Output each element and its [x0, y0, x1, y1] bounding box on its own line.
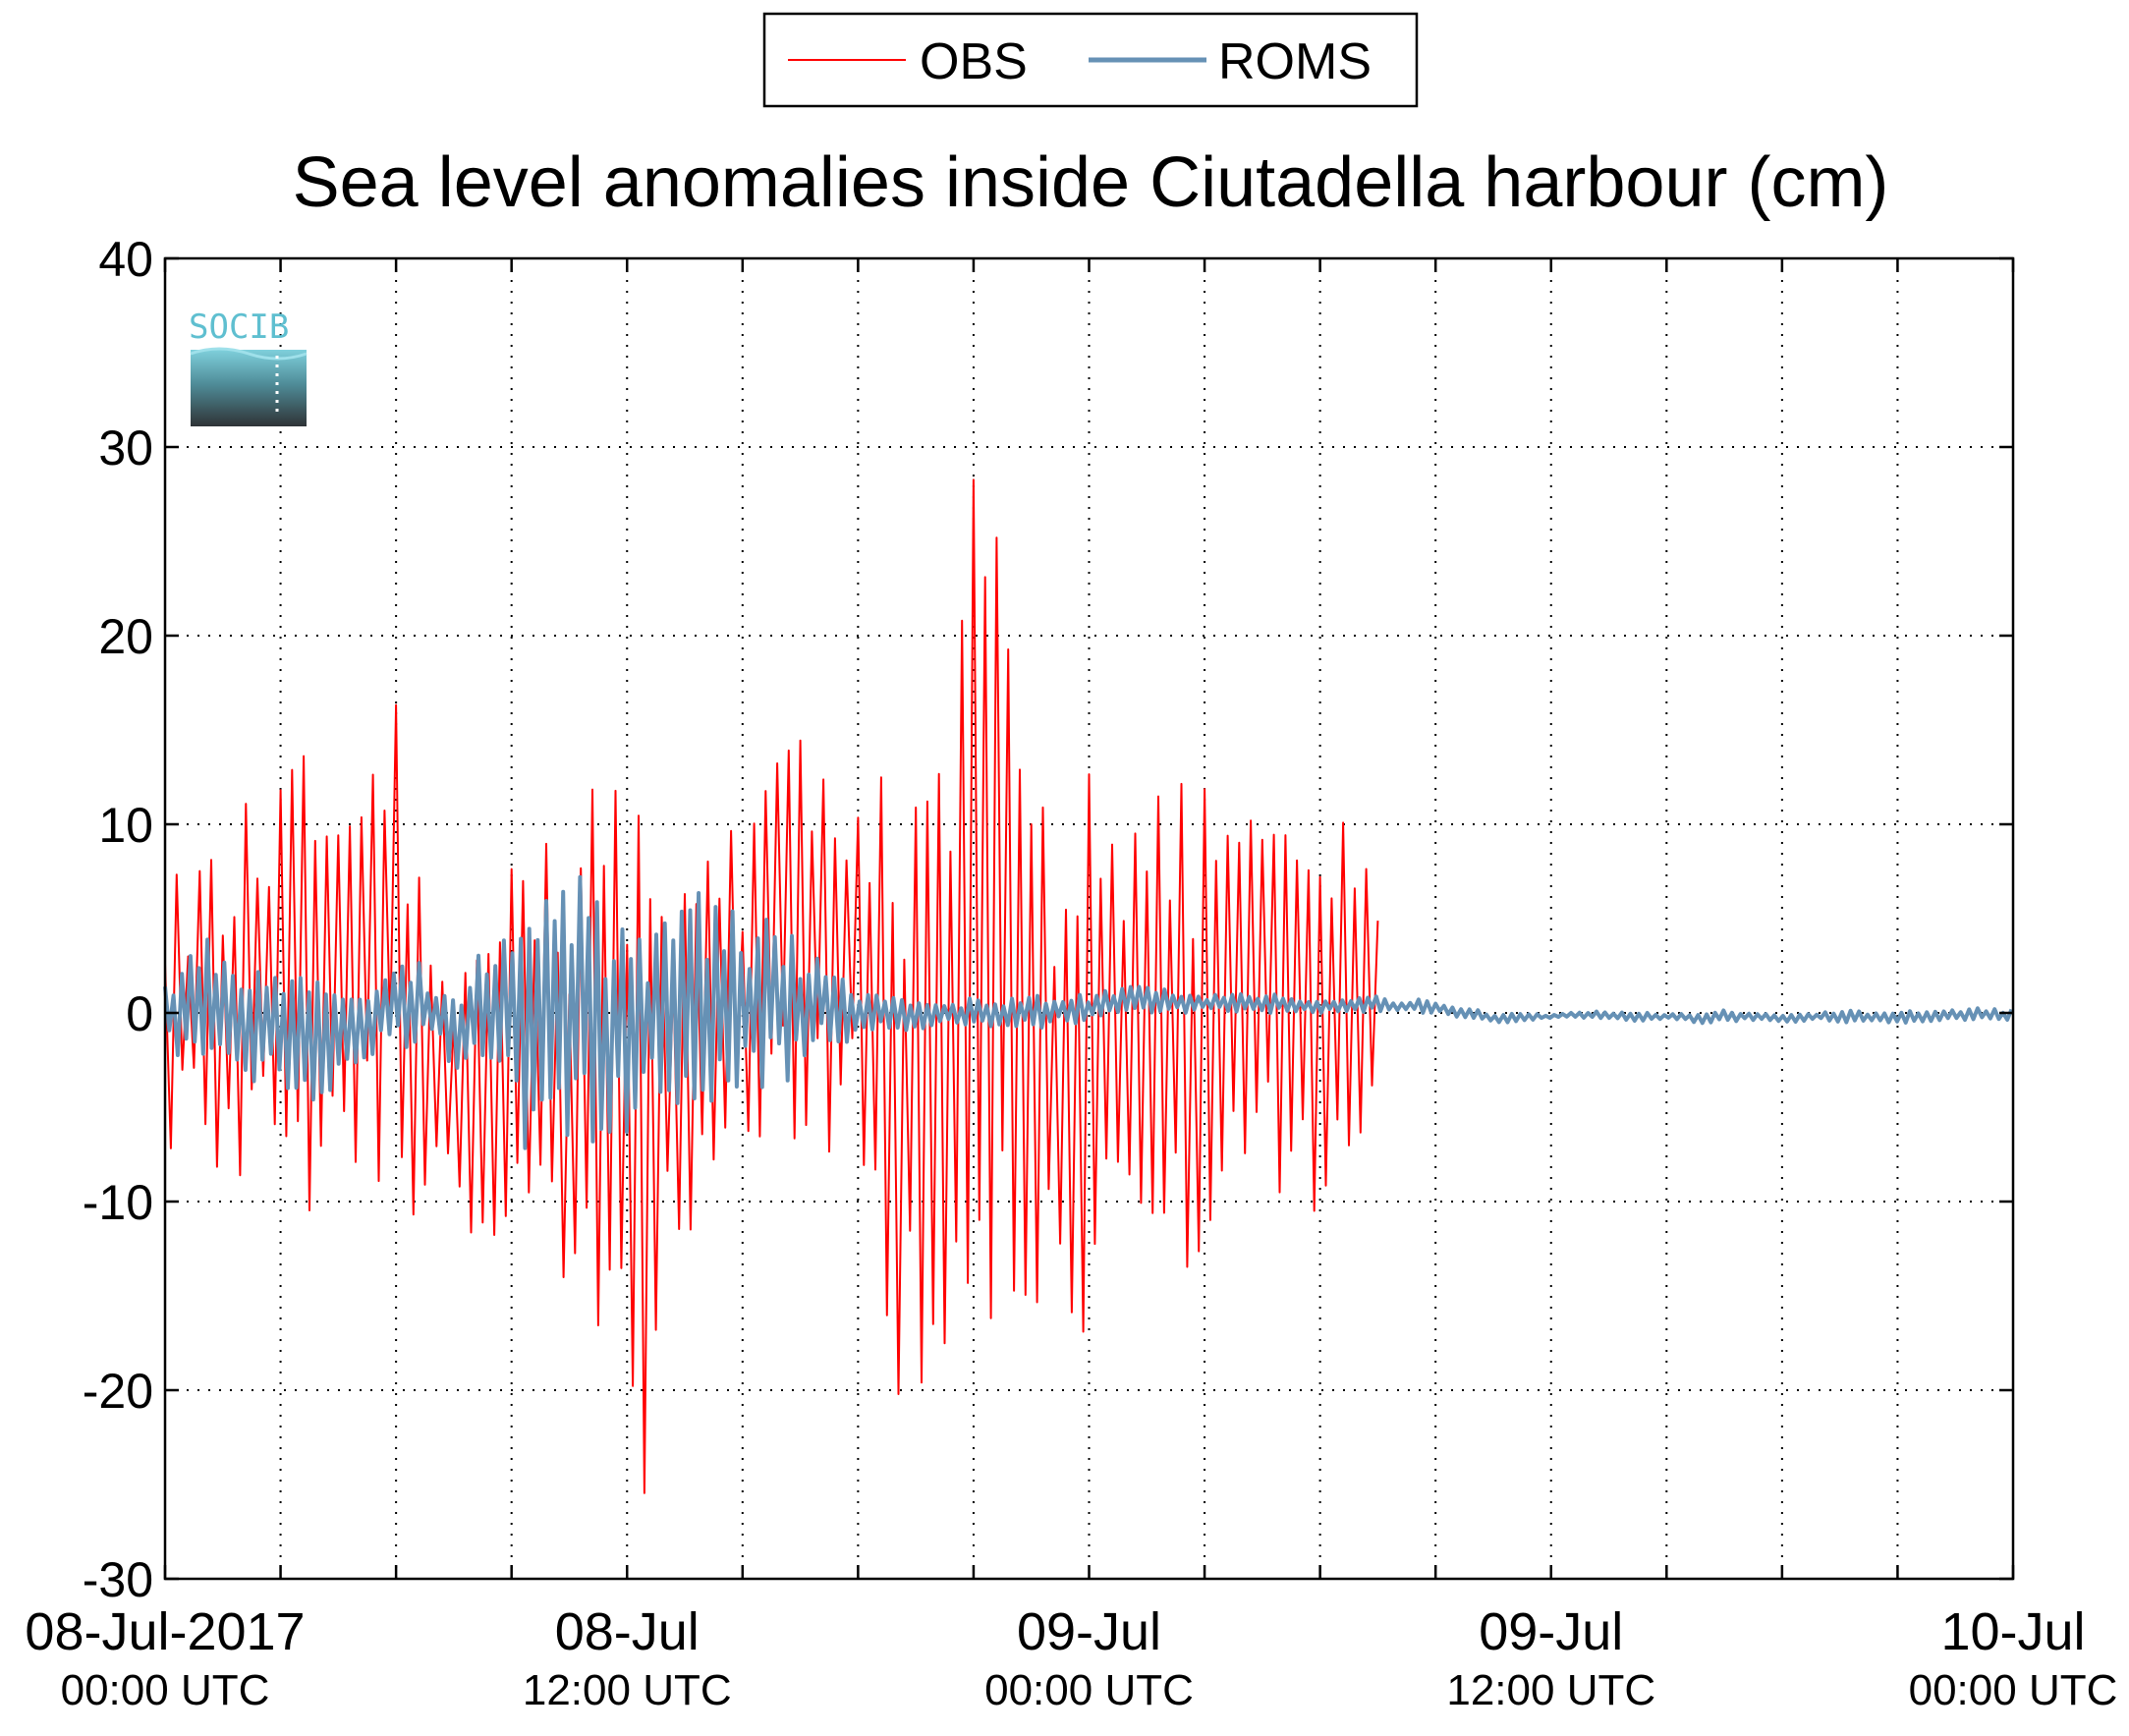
legend: OBS ROMS	[762, 12, 1419, 108]
x-tick-time: 12:00 UTC	[523, 1666, 732, 1714]
chart-title: Sea level anomalies inside Ciutadella ha…	[293, 143, 1889, 222]
socib-logo-wave	[190, 347, 308, 361]
socib-logo: SOCIB	[189, 308, 308, 426]
y-tick-label: 30	[98, 420, 153, 476]
y-tick-labels: -30 -20 -10 0 10 20 30 40	[83, 232, 153, 1607]
x-tick-labels: 08-Jul-2017 00:00 UTC 08-Jul 12:00 UTC 09-Ju…	[25, 1602, 2117, 1714]
legend-label-obs: OBS	[920, 33, 1028, 90]
x-tick-date: 10-Jul	[1940, 1602, 2085, 1661]
x-tick-date: 08-Jul	[555, 1602, 700, 1661]
socib-logo-text: SOCIB	[189, 308, 289, 347]
y-tick-label: 20	[98, 609, 153, 664]
socib-logo-block	[191, 350, 307, 426]
series-line-obs	[164, 478, 1379, 1494]
ticks	[163, 256, 2015, 1581]
y-tick-label: 10	[98, 798, 153, 853]
series-line-roms	[163, 874, 2014, 1150]
y-tick-label: -20	[83, 1364, 153, 1419]
y-tick-label: 40	[98, 232, 153, 287]
x-tick-time: 12:00 UTC	[1446, 1666, 1655, 1714]
x-tick-time: 00:00 UTC	[984, 1666, 1194, 1714]
x-tick-date: 09-Jul	[1479, 1602, 1623, 1661]
y-tick-label: -30	[83, 1552, 153, 1607]
y-tick-label: -10	[83, 1175, 153, 1230]
legend-label-roms: ROMS	[1218, 33, 1372, 90]
series-layer	[163, 478, 2014, 1494]
x-tick-time: 00:00 UTC	[61, 1666, 270, 1714]
grid	[165, 258, 2013, 1579]
x-tick-date: 08-Jul-2017	[25, 1602, 305, 1661]
x-tick-date: 09-Jul	[1017, 1602, 1161, 1661]
x-tick-time: 00:00 UTC	[1909, 1666, 2118, 1714]
y-tick-label: 0	[126, 986, 153, 1041]
